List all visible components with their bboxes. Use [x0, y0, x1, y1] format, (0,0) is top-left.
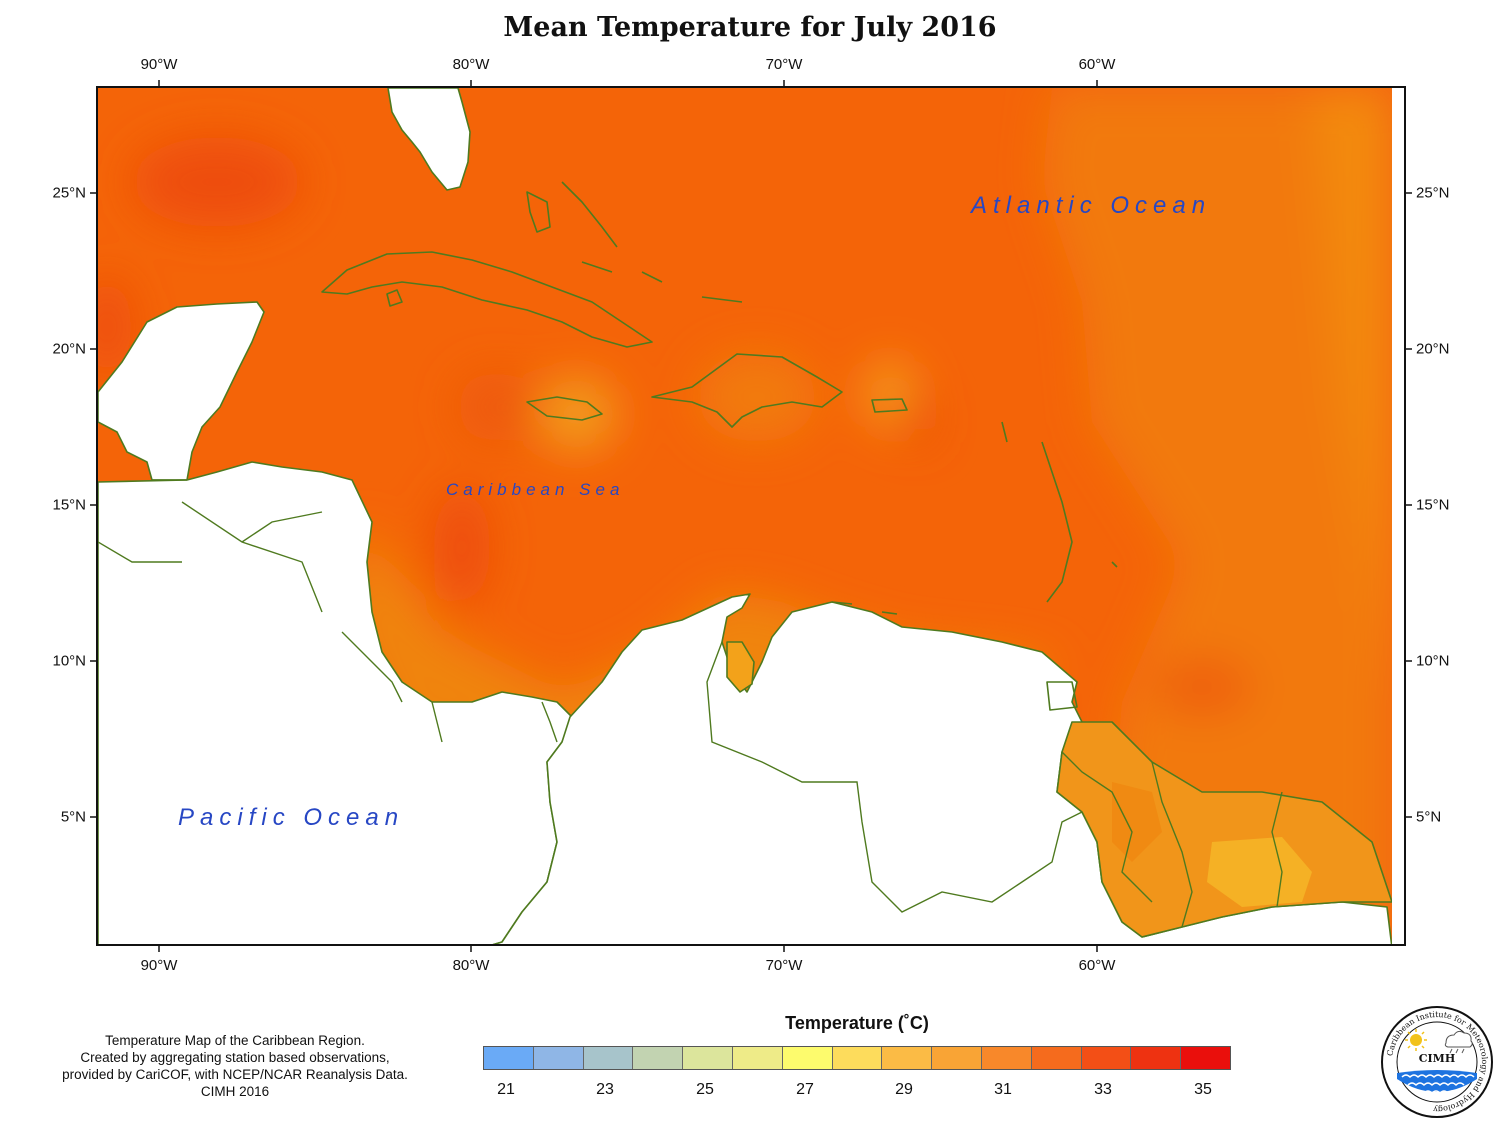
aruba-curacao — [831, 601, 898, 615]
lon-label-bottom-70w: 70°W — [765, 957, 803, 974]
lon-label-bottom-80w: 80°W — [452, 957, 490, 974]
florida-peninsula — [387, 88, 471, 191]
cool-jamaica — [537, 376, 617, 452]
lon-label-bottom-90w: 90°W — [140, 957, 178, 974]
east-atlantic-strip — [1392, 88, 1404, 944]
trinidad — [1046, 681, 1078, 711]
legend-swatch-5 — [683, 1047, 733, 1069]
atlantic-ocean-label: Atlantic Ocean — [971, 192, 1212, 219]
legend-swatch-14 — [1131, 1047, 1182, 1069]
suriname-guiana-border — [1271, 791, 1283, 908]
lon-label-top-70w: 70°W — [765, 56, 803, 73]
map-credits: Temperature Map of the Caribbean Region.… — [20, 1032, 450, 1100]
legend-swatch-1 — [484, 1047, 534, 1069]
legend-swatch-3 — [583, 1047, 634, 1069]
panama-colombia-border — [541, 701, 558, 743]
warm-east-puerto-rico — [902, 395, 932, 445]
legend-swatch-13 — [1081, 1047, 1132, 1069]
guiana-warm-pocket — [1207, 837, 1312, 907]
guyana-suriname-border — [1151, 761, 1193, 928]
puerto-rico — [871, 398, 908, 413]
lat-label-left-5n: 5°N — [60, 808, 86, 826]
coolest-atlantic-edge — [1312, 88, 1392, 702]
legend-tick-25: 25 — [696, 1081, 714, 1098]
rain-cloud-icon — [1444, 1030, 1473, 1054]
credit-line-1: Temperature Map of the Caribbean Region. — [105, 1033, 365, 1048]
lon-label-top-80w: 80°W — [452, 56, 490, 73]
credit-line-4: CIMH 2016 — [200, 1084, 270, 1099]
legend-tick-23: 23 — [596, 1081, 614, 1098]
legend-title: Temperature (˚C) — [785, 1013, 929, 1033]
logo-text: CIMH — [1418, 1052, 1456, 1065]
isla-juventud — [386, 289, 403, 307]
legend-swatch-2 — [533, 1047, 584, 1069]
legend-tick-21: 21 — [497, 1081, 515, 1098]
country-borders — [98, 479, 1283, 928]
legend-tick-27: 27 — [796, 1081, 814, 1098]
lon-label-top-90w: 90°W — [140, 56, 178, 73]
lat-label-left-10n: 10°N — [52, 652, 86, 670]
legend-swatch-15 — [1181, 1047, 1230, 1069]
legend-swatch-6 — [732, 1047, 783, 1069]
lat-label-right-25n: 25°N — [1416, 184, 1450, 202]
credit-line-3: provided by CariCOF, with NCEP/NCAR Rean… — [62, 1067, 408, 1082]
warm-gulf-core — [132, 137, 302, 227]
warm-west-mexico — [98, 277, 132, 377]
map-title: Mean Temperature for July 2016 — [503, 12, 997, 43]
legend-swatch-9 — [882, 1047, 933, 1069]
credit-line-2: Created by aggregating station based obs… — [80, 1050, 390, 1065]
colombia-venezuela-border — [706, 641, 1083, 913]
pacific-ocean-label: Pacific Ocean — [178, 804, 405, 831]
lat-label-left-20n: 20°N — [52, 340, 86, 358]
south-america — [492, 593, 1393, 944]
lat-label-right-5n: 5°N — [1416, 808, 1442, 826]
lon-label-bottom-60w: 60°W — [1078, 957, 1116, 974]
lat-label-right-20n: 20°N — [1416, 340, 1450, 358]
legend-swatch-10 — [932, 1047, 982, 1069]
yucatan-peninsula — [98, 301, 265, 481]
legend-color-bar — [483, 1046, 1231, 1070]
warm-caribbean-core — [434, 487, 490, 607]
lat-label-right-10n: 10°N — [1416, 652, 1450, 670]
bahamas-andros — [526, 191, 551, 233]
legend-tick-31: 31 — [994, 1081, 1012, 1098]
legend-swatch-12 — [1031, 1047, 1082, 1069]
lat-label-left-15n: 15°N — [52, 496, 86, 514]
legend-swatch-11 — [981, 1047, 1032, 1069]
sun-icon — [1405, 1029, 1427, 1051]
cimh-logo: Caribbean Institute for Meteorology and … — [1381, 1006, 1493, 1118]
legend-tick-29: 29 — [895, 1081, 913, 1098]
venezuela-guyana-border — [1061, 751, 1153, 903]
maracaibo-lake — [726, 641, 755, 693]
legend-swatch-8 — [832, 1047, 883, 1069]
warm-central-caribbean — [457, 372, 537, 442]
guyana-inner-band — [1112, 782, 1162, 862]
warm-atlantic-core — [1152, 659, 1252, 715]
legend-swatch-4 — [633, 1047, 684, 1069]
central-america-borders — [98, 479, 443, 743]
legend-tick-33: 33 — [1094, 1081, 1112, 1098]
map-canvas — [98, 88, 1404, 944]
jamaica — [526, 396, 603, 421]
lesser-antilles — [1001, 421, 1118, 603]
legend-tick-35: 35 — [1194, 1081, 1212, 1098]
lat-label-left-25n: 25°N — [52, 184, 86, 202]
lon-label-top-60w: 60°W — [1078, 56, 1116, 73]
temperature-map[interactable]: Atlantic Ocean Caribbean Sea Pacific Oce… — [96, 86, 1406, 946]
hispaniola — [651, 353, 843, 428]
cool-hispaniola — [697, 352, 817, 442]
caribbean-sea-label: Caribbean Sea — [446, 480, 625, 499]
cuba — [321, 251, 653, 348]
lat-label-right-15n: 15°N — [1416, 496, 1450, 514]
islands — [321, 181, 1118, 711]
cooler-atlantic-zone — [1042, 88, 1392, 944]
legend-swatch-7 — [782, 1047, 833, 1069]
land-masses — [98, 88, 1404, 944]
graticule-ticks — [90, 80, 1412, 952]
bahamas-chain — [561, 181, 743, 303]
